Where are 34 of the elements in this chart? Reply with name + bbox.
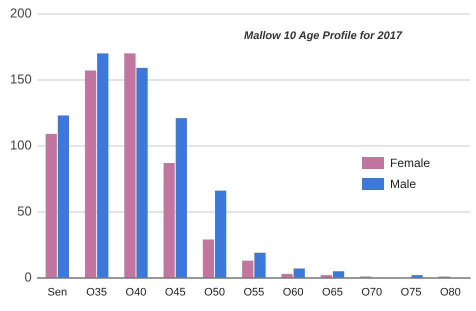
bar bbox=[202, 240, 214, 278]
x-tick-label: O70 bbox=[361, 286, 382, 298]
x-tick-label: O50 bbox=[204, 286, 225, 298]
bar bbox=[164, 162, 175, 278]
bar bbox=[124, 53, 136, 278]
text: Mallow 10 Age Profile for 2017 bbox=[244, 30, 402, 42]
x-tick-label: O65 bbox=[322, 286, 343, 298]
y-tick-label: 50 bbox=[17, 203, 32, 218]
bar bbox=[242, 260, 254, 278]
y-tick-label: 100 bbox=[10, 137, 32, 152]
x-tick-label: O55 bbox=[243, 286, 264, 298]
y-tick-label: 0 bbox=[24, 269, 32, 284]
bar bbox=[332, 271, 344, 278]
bar bbox=[97, 53, 108, 278]
bar bbox=[215, 190, 226, 278]
x-tick-label: O60 bbox=[282, 286, 304, 298]
x-tick-label: O80 bbox=[440, 286, 461, 298]
bar bbox=[294, 268, 305, 278]
x-tick-label: O75 bbox=[400, 286, 422, 298]
bar bbox=[176, 118, 187, 278]
bar bbox=[84, 70, 96, 278]
legend-label: Female bbox=[389, 156, 430, 170]
x-tick-label: O45 bbox=[164, 286, 186, 298]
y-tick-label: 150 bbox=[10, 71, 32, 86]
x-tick-label: Sen bbox=[48, 286, 68, 298]
y-tick-label: 200 bbox=[10, 5, 32, 20]
x-tick-label: O40 bbox=[126, 286, 146, 298]
x-tick-label: O35 bbox=[86, 286, 108, 298]
legend-label: Male bbox=[389, 176, 418, 191]
bar bbox=[136, 68, 148, 278]
bar bbox=[254, 252, 266, 278]
bar bbox=[46, 134, 57, 278]
bar bbox=[281, 274, 293, 278]
bar bbox=[58, 115, 70, 278]
